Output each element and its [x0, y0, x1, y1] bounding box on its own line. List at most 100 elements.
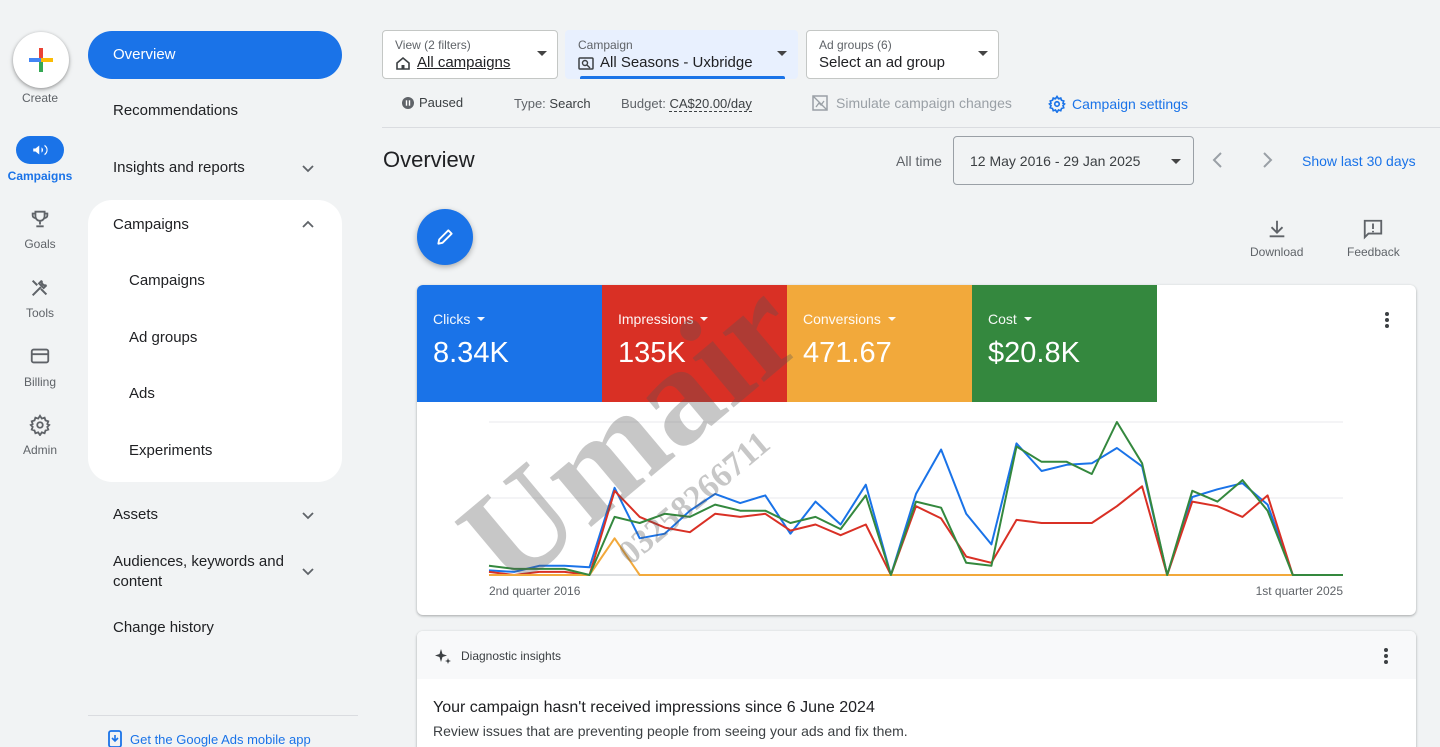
- rail-tools-label: Tools: [25, 306, 54, 320]
- credit-card-icon: [24, 342, 56, 370]
- simulate-button[interactable]: Simulate campaign changes: [812, 95, 1012, 111]
- view-filter-text: All campaigns: [417, 54, 511, 71]
- diagnostic-insights-card: Diagnostic insights Your campaign hasn't…: [417, 631, 1416, 747]
- type-label: Type:: [514, 96, 546, 111]
- all-time-label: All time: [896, 153, 942, 169]
- metric-cost[interactable]: Cost $20.8K: [972, 285, 1157, 402]
- rail-billing-label: Billing: [23, 375, 56, 389]
- campaign-dropdown[interactable]: Campaign All Seasons - Uxbridge: [565, 30, 798, 79]
- tools-icon: [24, 274, 56, 302]
- show-last-30-days-link[interactable]: Show last 30 days: [1302, 153, 1416, 169]
- trophy-icon: [24, 205, 56, 233]
- campaign-settings-button[interactable]: Campaign settings: [1048, 95, 1188, 113]
- metric-impressions[interactable]: Impressions 135K: [602, 285, 787, 402]
- type-value: Search: [549, 96, 591, 111]
- metric-label: Cost: [988, 311, 1157, 327]
- nav-audiences-line1: Audiences, keywords and: [113, 553, 284, 570]
- page-title: Overview: [383, 147, 475, 172]
- plus-icon: [29, 48, 53, 72]
- metric-clicks[interactable]: Clicks 8.34K: [417, 285, 602, 402]
- create-button[interactable]: [13, 32, 69, 88]
- nav-audiences-line2: content: [113, 573, 163, 590]
- status-paused: Paused: [402, 95, 463, 110]
- chevron-right-icon[interactable]: [1259, 151, 1275, 169]
- nav-campaigns-header[interactable]: Campaigns: [113, 216, 189, 233]
- rail-admin-label: Admin: [22, 443, 57, 457]
- nav-assets[interactable]: Assets: [113, 506, 159, 523]
- left-rail: Create Campaigns Goals Tools Billing Adm…: [0, 0, 80, 747]
- performance-card: Clicks 8.34K Impressions 135K Conversion…: [417, 285, 1416, 615]
- x-axis-start-label: 2nd quarter 2016: [489, 584, 581, 598]
- status-paused-text: Paused: [419, 95, 464, 110]
- dropdown-caret-icon: [887, 317, 896, 321]
- nav-insights-reports[interactable]: Insights and reports: [113, 159, 245, 176]
- paused-icon: [402, 96, 414, 109]
- nav-divider: [88, 715, 358, 716]
- mobile-app-link[interactable]: Get the Google Ads mobile app: [108, 730, 311, 747]
- view-filter-value: All campaigns: [395, 54, 545, 71]
- budget-label: Budget:: [621, 96, 666, 111]
- home-icon: [396, 56, 410, 70]
- dropdown-caret-icon: [1023, 317, 1032, 321]
- more-options-icon[interactable]: [1384, 311, 1390, 329]
- campaign-budget: Budget: CA$20.00/day: [621, 96, 752, 112]
- nav-sub-experiments[interactable]: Experiments: [129, 442, 213, 459]
- metric-clicks-value: 8.34K: [433, 337, 509, 369]
- ad-groups-value: Select an ad group: [819, 54, 945, 71]
- budget-value[interactable]: CA$20.00/day: [669, 96, 752, 112]
- feedback-icon: [1364, 219, 1383, 240]
- series-line-cost: [488, 421, 1343, 576]
- sparkle-icon: [435, 649, 451, 664]
- metric-label: Clicks: [433, 311, 602, 327]
- chevron-up-icon[interactable]: [300, 217, 316, 233]
- dropdown-caret-icon: [777, 51, 787, 56]
- metric-label: Conversions: [803, 311, 972, 327]
- nav-overview[interactable]: Overview: [88, 31, 342, 79]
- campaign-dropdown-value: All Seasons - Uxbridge: [578, 54, 785, 71]
- chevron-down-icon[interactable]: [300, 160, 316, 176]
- campaign-dropdown-label: Campaign: [578, 38, 633, 52]
- nav-sub-ads[interactable]: Ads: [129, 385, 155, 402]
- dropdown-caret-icon: [1171, 159, 1181, 164]
- performance-line-chart: [488, 421, 1343, 576]
- dropdown-caret-icon: [978, 51, 988, 56]
- series-line-conversions: [489, 537, 1343, 576]
- date-range-picker[interactable]: 12 May 2016 - 29 Jan 2025: [953, 136, 1194, 185]
- side-navigation: Overview Recommendations Insights and re…: [88, 0, 358, 747]
- date-range-text: 12 May 2016 - 29 Jan 2025: [970, 153, 1141, 169]
- chevron-down-icon[interactable]: [300, 507, 316, 523]
- edit-button[interactable]: [417, 209, 473, 265]
- chevron-left-icon[interactable]: [1210, 151, 1226, 169]
- view-filter-label: View (2 filters): [395, 38, 471, 52]
- metric-conversions[interactable]: Conversions 471.67: [787, 285, 972, 402]
- mobile-app-label: Get the Google Ads mobile app: [130, 731, 311, 747]
- simulate-label: Simulate campaign changes: [836, 95, 1012, 111]
- more-options-icon[interactable]: [1383, 647, 1389, 665]
- series-line-clicks: [488, 442, 1343, 576]
- active-indicator: [580, 76, 785, 79]
- metric-label: Impressions: [618, 311, 787, 327]
- series-line-impressions: [488, 485, 1343, 576]
- nav-recommendations[interactable]: Recommendations: [113, 102, 239, 119]
- nav-change-history[interactable]: Change history: [113, 619, 214, 636]
- search-campaign-icon: [578, 56, 594, 70]
- dropdown-caret-icon: [537, 51, 547, 56]
- feedback-label: Feedback: [1347, 245, 1400, 259]
- feedback-button[interactable]: Feedback: [1347, 218, 1400, 259]
- chevron-down-icon[interactable]: [300, 563, 316, 579]
- download-button[interactable]: Download: [1250, 218, 1303, 259]
- metric-cost-label: Cost: [988, 311, 1017, 327]
- header-divider: [382, 127, 1440, 128]
- diagnostic-title: Diagnostic insights: [461, 649, 562, 663]
- nav-sub-campaigns[interactable]: Campaigns: [129, 272, 205, 289]
- create-label: Create: [21, 91, 59, 105]
- rail-goals-label: Goals: [24, 237, 56, 251]
- ad-groups-dropdown[interactable]: Ad groups (6) Select an ad group: [806, 30, 999, 79]
- nav-sub-ad-groups[interactable]: Ad groups: [129, 329, 198, 346]
- pencil-icon: [437, 229, 453, 245]
- view-filter-dropdown[interactable]: View (2 filters) All campaigns: [382, 30, 558, 79]
- rail-campaigns-label: Campaigns: [7, 169, 73, 183]
- nav-audiences[interactable]: Audiences, keywords and content: [113, 552, 284, 592]
- x-axis-end-label: 1st quarter 2025: [1255, 584, 1343, 598]
- metric-conversions-label: Conversions: [803, 311, 881, 327]
